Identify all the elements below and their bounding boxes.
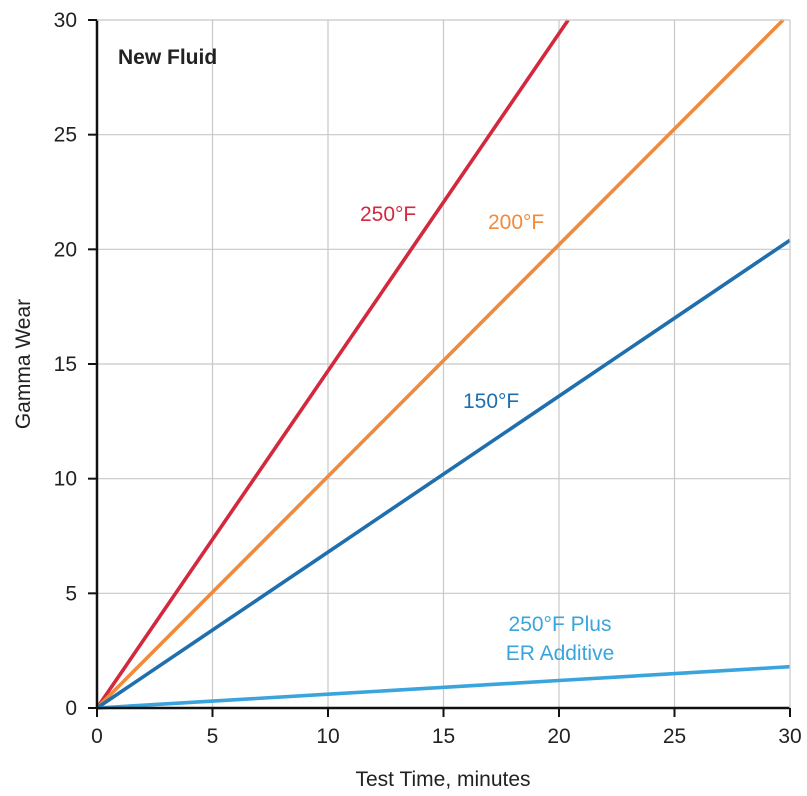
series-line-3: [96, 664, 791, 710]
y-axis-label: Gamma Wear: [12, 299, 35, 429]
panel-label: New Fluid: [118, 46, 217, 69]
series-line-1: [95, 18, 785, 710]
y-tick-label: 20: [54, 238, 77, 261]
series-label-250f-plus-er-line2: ER Additive: [506, 642, 615, 665]
x-tick-label: 5: [207, 725, 219, 748]
x-tick-label: 20: [547, 725, 570, 748]
series-label-200f: 200°F: [488, 211, 544, 234]
x-tick-label: 25: [663, 725, 686, 748]
y-tick-label: 10: [54, 468, 77, 491]
y-tick-label: 15: [54, 353, 77, 376]
x-tick-label: 0: [91, 725, 103, 748]
y-tick-label: 0: [65, 697, 77, 720]
x-tick-label: 15: [432, 725, 455, 748]
y-tick-label: 30: [54, 9, 77, 32]
series-label-250f-plus-er-line1: 250°F Plus: [509, 613, 612, 636]
x-tick-label: 10: [316, 725, 339, 748]
series-line-2: [95, 238, 792, 710]
y-axis-ticks: 0 5 10 15 20 25 30: [54, 9, 97, 720]
series-label-250f: 250°F: [360, 203, 416, 226]
x-axis-ticks: 0 5 10 15 20 25 30: [91, 708, 802, 748]
series-lines: [95, 18, 792, 710]
y-tick-label: 5: [65, 582, 77, 605]
series-line-0: [95, 18, 570, 710]
series-label-150f: 150°F: [463, 390, 519, 413]
x-tick-label: 30: [778, 725, 801, 748]
x-axis-label: Test Time, minutes: [355, 768, 530, 791]
y-tick-label: 25: [54, 124, 77, 147]
